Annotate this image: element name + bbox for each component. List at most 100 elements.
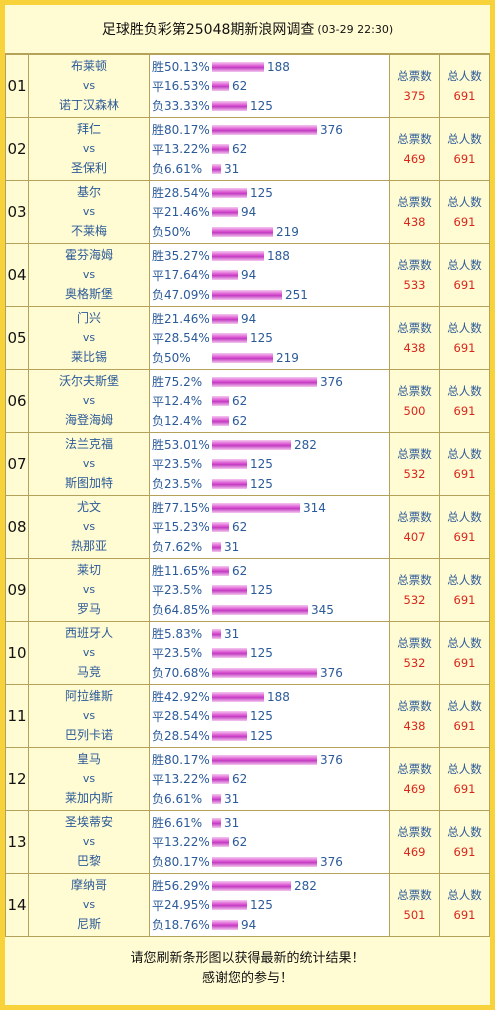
outcome-percent: 56.29% xyxy=(164,878,210,893)
vote-count: 376 xyxy=(320,665,343,680)
total-people: 总人数 691 xyxy=(439,621,490,685)
total-votes-label: 总票数 xyxy=(397,510,432,524)
outcome-draw-row: 平 16.53% 62 xyxy=(152,76,389,96)
outcome-percent: 23.5% xyxy=(164,457,203,471)
table-row: 07 法兰克福 vs 斯图加特胜 53.01% 282 平 23.5% 125 负 23.5% 125… xyxy=(5,432,490,496)
vote-bar xyxy=(212,667,317,678)
outcome-label: 平 xyxy=(152,583,165,598)
vote-bars: 胜 6.61% 31 平 13.22% 62 负 80.17% 376 xyxy=(149,810,390,874)
outcome-win-row: 胜 5.83% 31 xyxy=(152,624,389,644)
table-row: 10 西班牙人 vs 马竞 胜 5.83% 31 平 23.5% 125 负 70.68% 376 总票数… xyxy=(5,621,490,685)
outcome-loss-row: 负 6.61% 31 xyxy=(152,789,389,809)
total-votes-value: 501 xyxy=(403,908,426,922)
vote-bar xyxy=(212,774,229,784)
outcome-label: 负 xyxy=(152,414,165,428)
outcome-percent: 13.22% xyxy=(164,835,210,849)
outcome-percent: 47.09% xyxy=(164,287,210,302)
away-team: 不莱梅 xyxy=(70,223,107,238)
outcome-label: 负 xyxy=(152,918,165,932)
vote-bar xyxy=(212,396,229,406)
total-votes-value: 532 xyxy=(403,656,426,670)
vote-count: 219 xyxy=(276,224,299,239)
outcome-percent: 7.62% xyxy=(164,539,203,554)
total-people-label: 总人数 xyxy=(447,447,482,461)
vote-bar xyxy=(212,333,247,343)
outcome-percent: 42.92% xyxy=(164,689,210,704)
outcome-percent: 6.61% xyxy=(164,815,203,830)
away-team: 尼斯 xyxy=(76,916,101,931)
outcome-draw-row: 平 12.4% 62 xyxy=(152,391,389,411)
outcome-loss-row: 负 12.4% 62 xyxy=(152,411,389,431)
vote-count: 31 xyxy=(224,539,240,554)
match-number: 08 xyxy=(5,495,29,559)
away-team: 诺丁汉森林 xyxy=(58,97,119,112)
total-people-value: 691 xyxy=(453,404,476,418)
total-people-value: 691 xyxy=(453,782,476,796)
outcome-label: 负 xyxy=(152,540,165,554)
vote-count: 376 xyxy=(320,374,343,389)
outcome-draw-row: 平 28.54% 125 xyxy=(152,706,389,726)
total-people: 总人数 691 xyxy=(439,747,490,811)
outcome-loss-row: 负 64.85% 345 xyxy=(152,600,389,620)
total-people-value: 691 xyxy=(453,530,476,544)
outcome-percent: 50.13% xyxy=(164,59,210,74)
match-number: 07 xyxy=(5,432,29,496)
outcome-percent: 70.68% xyxy=(164,665,210,680)
vote-count: 188 xyxy=(267,59,290,74)
home-team: 西班牙人 xyxy=(64,625,113,640)
vote-count: 31 xyxy=(224,626,240,641)
total-people: 总人数 691 xyxy=(439,810,490,874)
vote-bar xyxy=(212,81,229,91)
vote-bars: 胜 11.65% 62 平 23.5% 125 负 64.85% 345 xyxy=(149,558,390,622)
total-votes: 总票数 438 xyxy=(389,684,440,748)
total-votes: 总票数 532 xyxy=(389,558,440,622)
away-team: 莱加内斯 xyxy=(64,790,113,805)
outcome-percent: 21.46% xyxy=(164,205,210,219)
match-teams: 莱切 vs 罗马 xyxy=(28,558,150,622)
match-number: 04 xyxy=(5,243,29,307)
home-team: 阿拉维斯 xyxy=(64,688,113,703)
outcome-draw-row: 平 13.22% 62 xyxy=(152,769,389,789)
total-votes-value: 438 xyxy=(403,719,426,733)
vs-label: vs xyxy=(82,772,96,786)
vote-count: 62 xyxy=(232,772,248,786)
vote-count: 376 xyxy=(320,854,343,869)
vote-count: 62 xyxy=(232,520,248,534)
outcome-loss-row: 负 33.33% 125 xyxy=(152,96,389,116)
vote-bars: 胜 53.01% 282 平 23.5% 125 负 23.5% 125 xyxy=(149,432,390,496)
table-row: 08 尤文 vs 热那亚 胜 77.15% 314 平 15.23% 62 负 7.62% 31 总票数 4… xyxy=(5,495,490,559)
total-people: 总人数 691 xyxy=(439,306,490,370)
table-row: 01 布莱顿 vs 诺丁汉森林 胜 50.13% 188 平 16.53% 62 负 33.33% 12… xyxy=(5,54,490,118)
total-people-value: 691 xyxy=(453,89,476,103)
total-people-label: 总人数 xyxy=(447,762,482,776)
outcome-label: 平 xyxy=(152,772,165,787)
outcome-percent: 11.65% xyxy=(164,563,210,578)
total-votes-label: 总票数 xyxy=(397,888,432,902)
vote-count: 125 xyxy=(250,898,273,912)
total-people: 总人数 691 xyxy=(439,873,490,937)
outcome-win-row: 胜 6.61% 31 xyxy=(152,813,389,833)
home-team: 圣埃蒂安 xyxy=(64,814,113,829)
vote-bar xyxy=(212,124,317,135)
total-votes-label: 总票数 xyxy=(397,699,432,713)
vote-bars: 胜 80.17% 376 平 13.22% 62 负 6.61% 31 xyxy=(149,747,390,811)
outcome-label: 平 xyxy=(152,268,165,283)
total-votes-label: 总票数 xyxy=(397,321,432,335)
outcome-percent: 18.76% xyxy=(164,917,210,932)
outcome-draw-row: 平 15.23% 62 xyxy=(152,517,389,537)
total-people-value: 691 xyxy=(453,845,476,859)
home-team: 霍芬海姆 xyxy=(64,247,113,262)
match-teams: 拜仁 vs 圣保利 xyxy=(28,117,150,181)
outcome-label: 胜 xyxy=(152,690,165,704)
outcome-percent: 23.5% xyxy=(164,583,203,597)
match-teams: 圣埃蒂安 vs 巴黎 xyxy=(28,810,150,874)
outcome-percent: 13.22% xyxy=(164,142,210,156)
vote-count: 345 xyxy=(311,602,334,617)
results-table: 01 布莱顿 vs 诺丁汉森林胜 50.13% 188 平 16.53% 62 负 33.33% 12… xyxy=(5,54,490,937)
away-team: 圣保利 xyxy=(70,160,107,175)
outcome-draw-row: 平 28.54% 125 xyxy=(152,328,389,348)
vote-bar xyxy=(212,730,247,741)
outcome-draw-row: 平 23.5% 125 xyxy=(152,580,389,600)
vote-count: 94 xyxy=(241,311,257,326)
vote-count: 125 xyxy=(250,646,273,660)
